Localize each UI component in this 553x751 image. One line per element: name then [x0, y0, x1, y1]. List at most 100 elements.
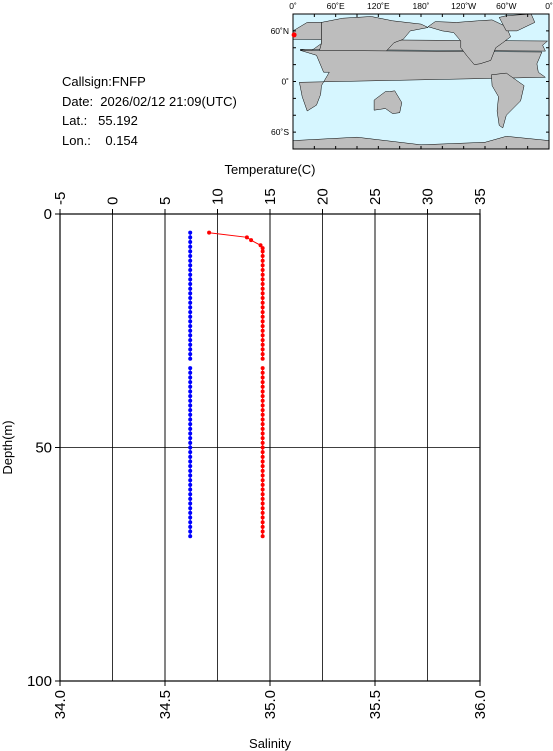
temperature-point	[260, 356, 265, 361]
salinity-point	[188, 235, 193, 240]
temperature-point	[260, 515, 265, 520]
temperature-point	[260, 478, 265, 483]
salinity-point	[188, 436, 193, 441]
salinity-point	[188, 249, 193, 254]
salinity-point	[188, 230, 193, 235]
salinity-point	[188, 380, 193, 385]
map-lat-label: 60˚N	[271, 26, 289, 36]
salinity-axis-title: Salinity	[249, 736, 291, 751]
salinity-point	[188, 534, 193, 539]
depth-axis-title: Depth(m)	[0, 420, 15, 474]
temperature-point	[260, 300, 265, 305]
temperature-point	[260, 464, 265, 469]
salinity-point	[188, 268, 193, 273]
salinity-point	[188, 305, 193, 310]
temperature-line	[209, 232, 264, 359]
temperature-tick-label: 30	[420, 188, 437, 205]
salinity-point	[188, 422, 193, 427]
callsign-text: Callsign:FNFP	[62, 74, 146, 89]
salinity-point	[188, 324, 193, 329]
salinity-point	[188, 426, 193, 431]
depth-tick-label: 100	[27, 673, 52, 690]
salinity-point	[188, 314, 193, 319]
temperature-point	[260, 501, 265, 506]
salinity-point	[188, 482, 193, 487]
depth-tick-label: 0	[44, 206, 52, 223]
temperature-point	[260, 286, 265, 291]
salinity-point	[188, 258, 193, 263]
temperature-point	[260, 319, 265, 324]
salinity-point	[188, 296, 193, 301]
salinity-point	[188, 496, 193, 501]
temperature-point	[260, 389, 265, 394]
temperature-point	[260, 412, 265, 417]
salinity-point	[188, 403, 193, 408]
salinity-point	[188, 492, 193, 497]
temperature-tick-label: -5	[52, 192, 69, 205]
salinity-point	[188, 459, 193, 464]
salinity-point	[188, 501, 193, 506]
temperature-axis-title: Temperature(C)	[224, 162, 315, 177]
temperature-point	[260, 482, 265, 487]
salinity-point	[188, 384, 193, 389]
map-lon-label: 0˚	[289, 1, 297, 11]
salinity-point	[188, 366, 193, 371]
salinity-point	[188, 478, 193, 483]
salinity-point	[188, 440, 193, 445]
salinity-point	[188, 445, 193, 450]
temperature-point	[260, 272, 265, 277]
temperature-point	[260, 496, 265, 501]
temperature-point	[249, 238, 254, 243]
salinity-tick-label: 34.0	[52, 690, 69, 719]
temperature-point	[260, 296, 265, 301]
temperature-point	[260, 254, 265, 259]
temperature-series	[207, 230, 265, 539]
temperature-point	[260, 403, 265, 408]
salinity-tick-label: 35.5	[367, 690, 384, 719]
salinity-point	[188, 333, 193, 338]
world-map: 0˚ 60˚E 120˚E 180˚ 120˚W 60˚W 0˚ 60˚N 0˚ 60˚S	[271, 1, 553, 150]
temperature-point	[260, 394, 265, 399]
temperature-point	[260, 440, 265, 445]
map-land-north-america	[427, 19, 511, 65]
salinity-point	[188, 510, 193, 515]
temperature-point	[260, 314, 265, 319]
temperature-point	[260, 524, 265, 529]
temperature-tick-label: 25	[367, 188, 384, 205]
salinity-point	[188, 464, 193, 469]
salinity-tick-label: 35.0	[262, 690, 279, 719]
salinity-point	[188, 412, 193, 417]
salinity-point	[188, 347, 193, 352]
salinity-point	[188, 529, 193, 534]
temperature-point	[260, 445, 265, 450]
temperature-point	[260, 249, 265, 254]
salinity-point	[188, 473, 193, 478]
temperature-tick-label: 15	[262, 188, 279, 205]
temperature-point	[260, 380, 265, 385]
temperature-point	[260, 422, 265, 427]
salinity-point	[188, 375, 193, 380]
map-lon-label: 180˚	[412, 1, 429, 11]
temperature-point	[260, 487, 265, 492]
salinity-tick-label: 36.0	[472, 690, 489, 719]
temperature-tick-label: 5	[157, 197, 174, 205]
temperature-point	[207, 230, 212, 235]
salinity-point	[188, 319, 193, 324]
salinity-point	[188, 524, 193, 529]
salinity-series	[188, 230, 193, 539]
temperature-point	[260, 398, 265, 403]
date-text: Date: 2026/02/12 21:09(UTC)	[62, 93, 237, 109]
temperature-point	[260, 506, 265, 511]
salinity-point	[188, 515, 193, 520]
salinity-point	[188, 272, 193, 277]
map-latitude-labels: 60˚N 0˚ 60˚S	[271, 26, 290, 137]
temperature-point	[260, 268, 265, 273]
temperature-point	[260, 352, 265, 357]
salinity-point	[188, 389, 193, 394]
chart-grid	[59, 214, 481, 681]
latitude-text: Lat.: 55.192	[62, 113, 138, 128]
temperature-tick-label: 0	[105, 197, 122, 205]
map-body	[291, 13, 550, 150]
salinity-point	[188, 352, 193, 357]
longitude-text: Lon.: 0.154	[62, 132, 138, 148]
